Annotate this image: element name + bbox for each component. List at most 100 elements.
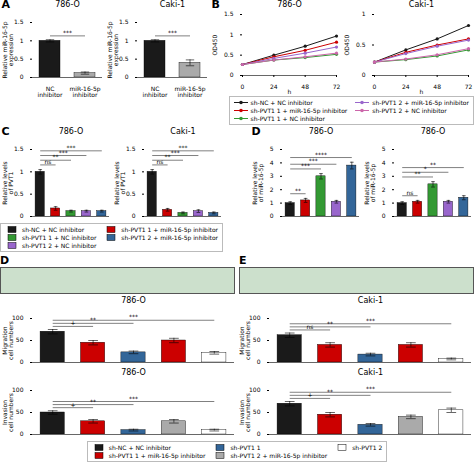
svg-text:***: *** (366, 385, 375, 392)
svg-text:h: h (288, 88, 292, 95)
svg-text:**: ** (90, 316, 96, 323)
svg-text:ns: ns (156, 158, 163, 165)
svg-text:50: 50 (253, 408, 261, 415)
svg-text:100: 100 (249, 314, 261, 321)
svg-text:786-O: 786-O (121, 296, 146, 305)
svg-text:**: ** (53, 153, 59, 160)
svg-text:Caki-1: Caki-1 (358, 296, 383, 305)
svg-text:Relative levelsof PVT1: Relative levelsof PVT1 (1, 161, 14, 205)
svg-text:1: 1 (362, 10, 366, 17)
svg-text:0: 0 (257, 358, 261, 365)
svg-text:0: 0 (20, 73, 24, 80)
svg-text:NCinhibitor: NCinhibitor (38, 85, 63, 98)
svg-text:Invasioncell numbers: Invasioncell numbers (238, 393, 251, 432)
svg-text:A: A (2, 0, 11, 11)
svg-text:0: 0 (373, 83, 377, 90)
svg-text:0: 0 (230, 71, 234, 78)
svg-text:ns: ns (306, 323, 313, 330)
svg-text:1: 1 (20, 37, 24, 44)
svg-text:5: 5 (270, 145, 274, 152)
svg-text:Caki-1: Caki-1 (160, 0, 185, 9)
svg-text:1: 1 (20, 168, 24, 175)
svg-text:3: 3 (270, 172, 274, 179)
svg-text:72: 72 (465, 83, 473, 90)
svg-text:+: + (307, 391, 312, 398)
svg-text:1: 1 (270, 199, 274, 206)
svg-text:786-O: 786-O (55, 0, 80, 9)
svg-text:24: 24 (402, 83, 410, 90)
svg-text:Caki-1: Caki-1 (358, 368, 383, 377)
svg-text:***: *** (366, 317, 375, 324)
svg-text:0: 0 (257, 430, 261, 437)
svg-text:Caki-1: Caki-1 (170, 127, 195, 136)
svg-text:***: *** (168, 29, 177, 36)
svg-text:100: 100 (249, 386, 261, 393)
svg-text:***: *** (67, 144, 76, 151)
svg-text:miR-16-5pinhibitor: miR-16-5pinhibitor (69, 85, 100, 98)
svg-text:**: ** (295, 187, 301, 194)
svg-text:***: *** (63, 29, 72, 36)
svg-text:Migrationcell numbers: Migrationcell numbers (1, 321, 14, 360)
svg-text:4: 4 (382, 159, 386, 166)
svg-text:786-O: 786-O (277, 0, 302, 9)
svg-text:0: 0 (241, 83, 245, 90)
svg-text:OD450: OD450 (211, 34, 218, 55)
svg-text:Caki-1: Caki-1 (409, 0, 434, 9)
svg-text:Relative levelsof miR-16-5p: Relative levelsof miR-16-5p (363, 161, 377, 205)
svg-text:Relative levelsof miR-16-5p: Relative levelsof miR-16-5p (251, 161, 265, 205)
svg-text:786-O: 786-O (309, 127, 334, 136)
svg-text:**: ** (415, 170, 421, 177)
svg-text:ns: ns (406, 189, 413, 196)
svg-text:0.5: 0.5 (14, 190, 24, 197)
svg-text:1.5: 1.5 (224, 10, 234, 17)
svg-text:**: ** (327, 320, 333, 327)
svg-text:1.5: 1.5 (14, 18, 24, 25)
svg-text:0.5: 0.5 (126, 190, 136, 197)
svg-text:786-O: 786-O (121, 368, 146, 377)
svg-text:Invasioncell numbers: Invasioncell numbers (1, 393, 14, 432)
svg-text:1.5: 1.5 (119, 18, 129, 25)
svg-text:1: 1 (230, 31, 234, 38)
svg-text:***: *** (309, 157, 318, 164)
svg-text:4: 4 (270, 159, 274, 166)
svg-text:50: 50 (16, 336, 24, 343)
svg-text:0: 0 (20, 430, 24, 437)
svg-text:48: 48 (301, 83, 309, 90)
svg-text:miR-16-5pinhibitor: miR-16-5pinhibitor (174, 85, 205, 98)
svg-text:1: 1 (382, 199, 386, 206)
svg-text:ns: ns (44, 158, 51, 165)
svg-text:*: * (424, 165, 427, 172)
svg-text:48: 48 (433, 83, 441, 90)
svg-text:24: 24 (270, 83, 278, 90)
svg-text:D: D (252, 125, 261, 138)
svg-text:0: 0 (125, 73, 129, 80)
svg-text:786-O: 786-O (59, 127, 84, 136)
svg-text:0: 0 (20, 358, 24, 365)
svg-text:0: 0 (382, 212, 386, 219)
svg-text:**: ** (327, 388, 333, 395)
svg-text:***: *** (129, 313, 138, 320)
svg-text:h: h (420, 88, 424, 95)
svg-text:****: **** (315, 151, 327, 158)
svg-text:OD450: OD450 (343, 34, 350, 55)
svg-text:**: ** (165, 153, 171, 160)
svg-text:50: 50 (253, 336, 261, 343)
svg-text:0.5: 0.5 (356, 41, 366, 48)
svg-text:0: 0 (362, 71, 366, 78)
svg-text:2: 2 (382, 186, 386, 193)
svg-text:***: *** (179, 144, 188, 151)
svg-text:0.5: 0.5 (224, 51, 234, 58)
svg-text:100: 100 (12, 386, 24, 393)
svg-text:Migrationcell numbers: Migrationcell numbers (238, 321, 251, 360)
svg-text:1: 1 (132, 168, 136, 175)
svg-text:**: ** (430, 161, 436, 168)
svg-text:0.5: 0.5 (14, 55, 24, 62)
svg-text:Relative levelsof PVT1: Relative levelsof PVT1 (113, 161, 126, 205)
svg-text:+: + (70, 401, 75, 408)
svg-text:NCinhibitor: NCinhibitor (143, 85, 168, 98)
svg-text:1: 1 (125, 37, 129, 44)
svg-text:B: B (212, 0, 220, 11)
svg-text:50: 50 (16, 408, 24, 415)
svg-text:2: 2 (270, 186, 274, 193)
svg-text:3: 3 (382, 172, 386, 179)
